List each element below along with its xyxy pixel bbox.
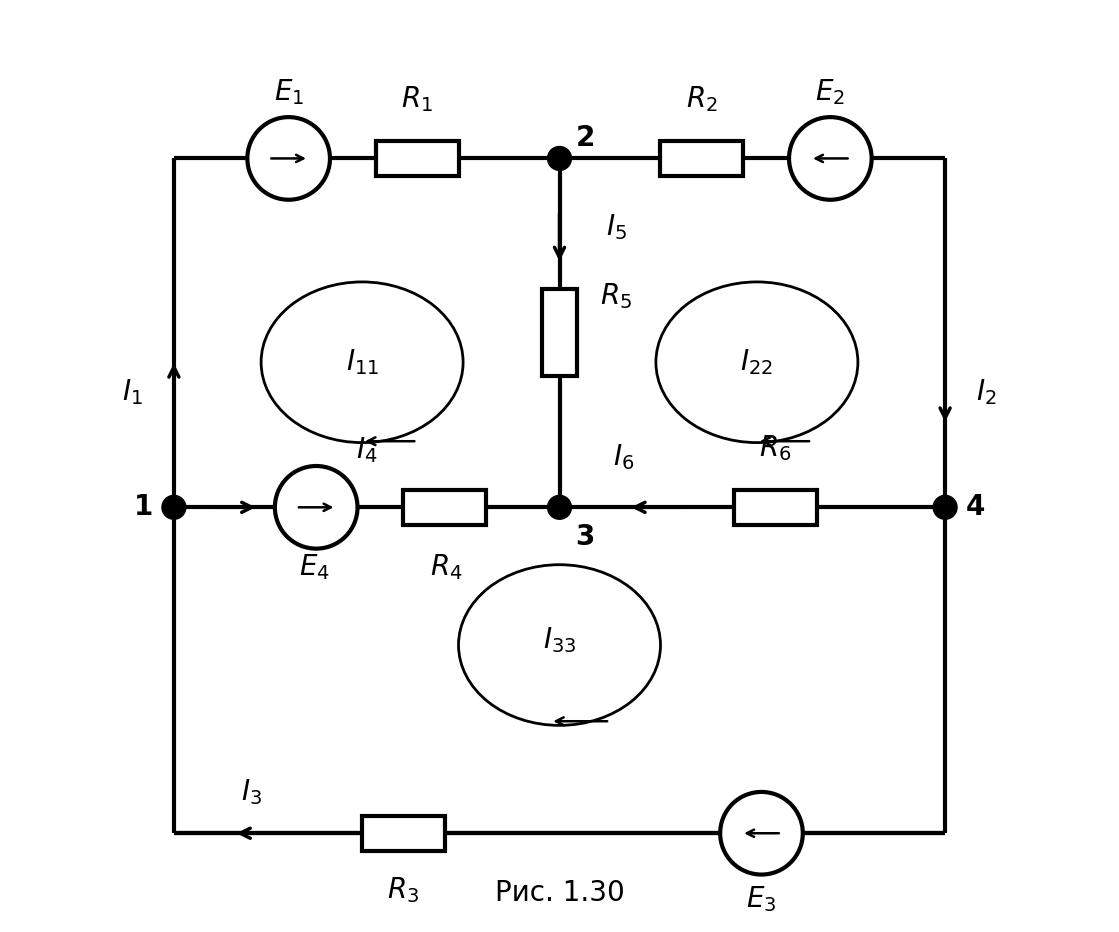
Text: $E_{4}$: $E_{4}$ bbox=[299, 552, 330, 582]
Bar bbox=[660, 141, 743, 176]
Text: $E_{1}$: $E_{1}$ bbox=[273, 77, 303, 107]
Text: 2: 2 bbox=[575, 124, 595, 152]
Circle shape bbox=[721, 792, 802, 874]
Text: $E_{2}$: $E_{2}$ bbox=[816, 77, 845, 107]
Text: $I_{{33}}$: $I_{{33}}$ bbox=[543, 625, 576, 655]
Text: $I_{{11}}$: $I_{{11}}$ bbox=[346, 348, 378, 377]
Bar bbox=[363, 816, 444, 851]
Text: $I_{6}$: $I_{6}$ bbox=[613, 442, 634, 472]
Circle shape bbox=[162, 496, 186, 519]
Text: 4: 4 bbox=[966, 493, 985, 521]
Text: $I_{4}$: $I_{4}$ bbox=[356, 435, 377, 465]
Text: 3: 3 bbox=[575, 523, 595, 551]
Circle shape bbox=[275, 466, 357, 549]
Bar bbox=[376, 141, 459, 176]
Text: $R_{3}$: $R_{3}$ bbox=[387, 875, 420, 905]
Circle shape bbox=[547, 146, 572, 171]
Text: $R_{6}$: $R_{6}$ bbox=[759, 432, 791, 462]
Text: $R_{5}$: $R_{5}$ bbox=[601, 281, 632, 311]
Circle shape bbox=[247, 117, 330, 199]
Text: Рис. 1.30: Рис. 1.30 bbox=[495, 879, 624, 907]
Text: $I_{2}$: $I_{2}$ bbox=[976, 377, 997, 407]
Bar bbox=[734, 490, 817, 525]
Text: 1: 1 bbox=[134, 493, 153, 521]
Bar bbox=[542, 289, 577, 377]
Text: $R_{1}$: $R_{1}$ bbox=[402, 84, 433, 114]
Text: $R_{4}$: $R_{4}$ bbox=[431, 552, 463, 582]
Text: $I_{5}$: $I_{5}$ bbox=[606, 212, 627, 242]
Text: $I_{{22}}$: $I_{{22}}$ bbox=[741, 348, 773, 377]
Text: $R_{2}$: $R_{2}$ bbox=[686, 84, 717, 114]
Circle shape bbox=[789, 117, 872, 199]
Text: $I_{3}$: $I_{3}$ bbox=[242, 777, 263, 807]
Text: $I_{1}$: $I_{1}$ bbox=[122, 377, 143, 407]
Circle shape bbox=[933, 496, 957, 519]
Text: $E_{3}$: $E_{3}$ bbox=[746, 884, 777, 914]
Bar bbox=[404, 490, 486, 525]
Circle shape bbox=[547, 496, 572, 519]
